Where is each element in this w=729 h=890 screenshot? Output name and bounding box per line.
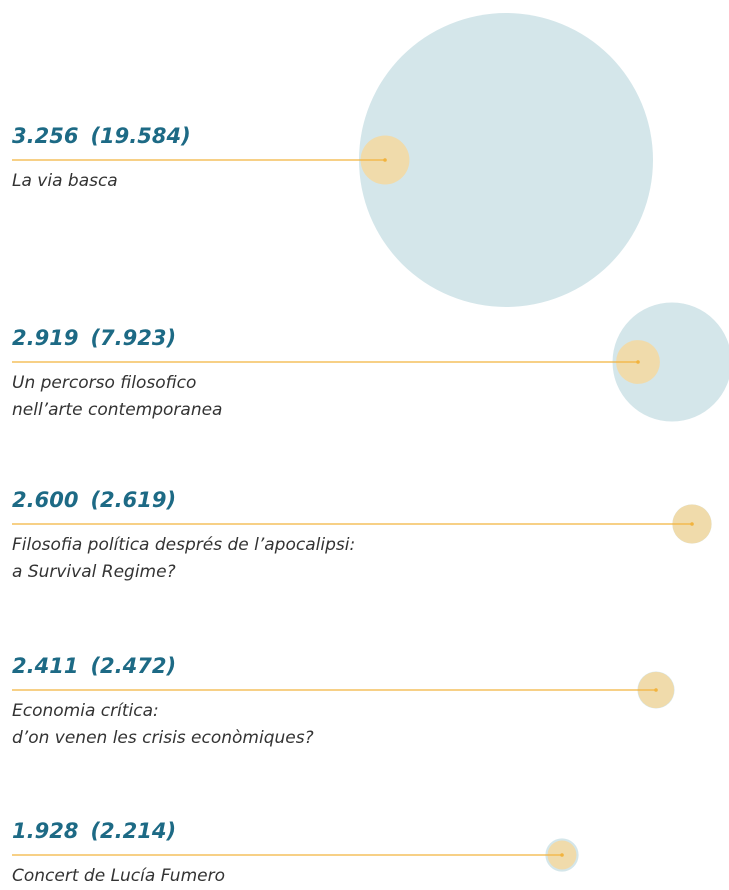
value-label: 2.600: [12, 488, 79, 512]
total-bubble: [612, 302, 729, 422]
leader-dot: [690, 522, 694, 526]
total-label: (2.619): [90, 488, 177, 512]
value-label-row: 2.411 (2.472): [12, 654, 176, 678]
item-title: La via basca: [12, 171, 118, 191]
leader-dot: [383, 158, 387, 162]
value-label-row: 3.256 (19.584): [12, 124, 191, 148]
total-label: (2.214): [90, 819, 177, 843]
value-label-row: 2.600 (2.619): [12, 488, 176, 512]
leader-dot: [654, 688, 658, 692]
value-label: 2.411: [12, 654, 79, 678]
item-title: Concert de Lucía Fumero: [12, 866, 225, 886]
item-title: Filosofia política després de l’apocalip…: [12, 535, 356, 582]
total-label: (19.584): [90, 124, 191, 148]
item-title: Economia crítica: d’on venen les crisis …: [12, 701, 314, 748]
leader-dot: [636, 360, 640, 364]
total-label: (7.923): [90, 326, 177, 350]
value-label-row: 2.919 (7.923): [12, 326, 176, 350]
value-label: 1.928: [12, 819, 79, 843]
item-title: Un percorso filosofico nell’arte contemp…: [12, 373, 223, 420]
value-label-row: 1.928 (2.214): [12, 819, 176, 843]
total-bubble: [359, 13, 653, 307]
value-label: 2.919: [12, 326, 79, 350]
total-label: (2.472): [90, 654, 177, 678]
value-label: 3.256: [12, 124, 79, 148]
leader-dot: [560, 853, 564, 857]
